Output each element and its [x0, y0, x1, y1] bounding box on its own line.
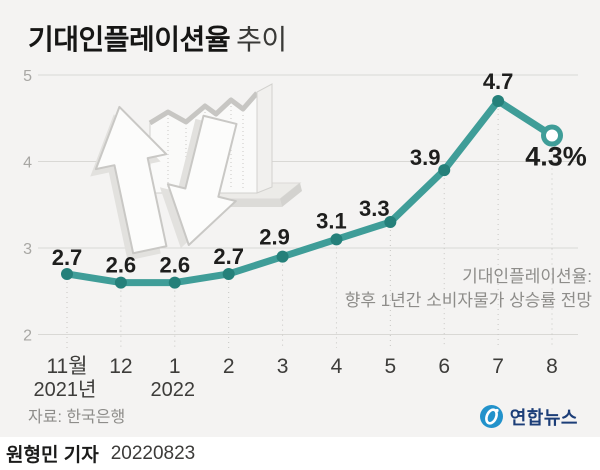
data-point: [168, 276, 181, 289]
x-axis-label: 7: [492, 355, 504, 378]
x-axis-label: 12: [109, 355, 132, 378]
data-point: [330, 233, 343, 246]
point-label: 4.3%: [525, 142, 587, 172]
title-main: 기대인플레이션율: [28, 24, 231, 55]
y-axis-label: 2: [23, 328, 32, 345]
trend-line: 2.7 2.6 2.6 2.7 2.9 3.1 3.3 3.9 4.7 4.3%: [52, 69, 587, 289]
report-date: 20220823: [110, 442, 196, 464]
y-axis-label: 3: [23, 241, 32, 258]
title-sub: 추이: [236, 24, 287, 55]
x-axis-year-label: 2021년: [34, 378, 97, 401]
x-axis-label: 5: [384, 355, 396, 378]
x-axis-year-label: 2022: [151, 379, 196, 401]
x-axis-label: 4: [331, 355, 343, 378]
y-axis-label: 4: [23, 155, 32, 172]
data-point: [61, 267, 73, 280]
data-point: [114, 276, 127, 289]
point-label: 2.6: [159, 253, 190, 278]
x-axis-label: 3: [277, 355, 289, 378]
data-point: [276, 250, 289, 263]
x-axis-label: 8: [546, 355, 558, 378]
data-point-open: [541, 124, 564, 147]
point-label: 2.6: [106, 253, 137, 278]
point-label: 3.1: [316, 208, 347, 233]
annotation-line-1: 기대인플레이션율:: [462, 267, 592, 286]
point-label: 2.9: [259, 225, 290, 250]
data-point: [492, 94, 505, 107]
y-axis-label: 5: [23, 68, 32, 85]
yonhap-logo: 연합뉴스: [478, 403, 578, 430]
x-axis-label: 2: [223, 355, 235, 378]
annotation-note: 기대인플레이션율: 향후 1년간 소비자물가 상승률 전망: [345, 265, 592, 313]
point-label: 4.7: [483, 69, 514, 94]
data-point: [222, 267, 235, 280]
point-label: 3.3: [359, 196, 390, 221]
yonhap-logo-text: 연합뉴스: [509, 407, 578, 428]
up-arrow-icon: [90, 105, 168, 261]
page-title: 기대인플레이션율 추이: [28, 18, 287, 58]
annotation-line-2: 향후 1년간 소비자물가 상승률 전망: [344, 291, 592, 310]
point-label: 2.7: [52, 245, 83, 270]
data-point: [438, 164, 451, 177]
yonhap-logo-icon: [479, 405, 503, 428]
trend-illustration: [90, 83, 302, 261]
point-label: 3.9: [410, 145, 441, 170]
footer-byline: 원형민 기자 20220823: [0, 437, 600, 470]
x-axis-label: 6: [438, 355, 450, 378]
x-axis-label: 11월: [46, 355, 87, 378]
x-axis-label: 1: [169, 355, 181, 378]
source-label: 자료: 한국은행: [28, 409, 126, 426]
point-label: 2.7: [213, 244, 244, 269]
platform-side: [280, 183, 302, 207]
data-point: [384, 216, 397, 229]
down-arrow-icon: [159, 114, 238, 249]
reporter-name: 원형민 기자: [6, 445, 99, 466]
